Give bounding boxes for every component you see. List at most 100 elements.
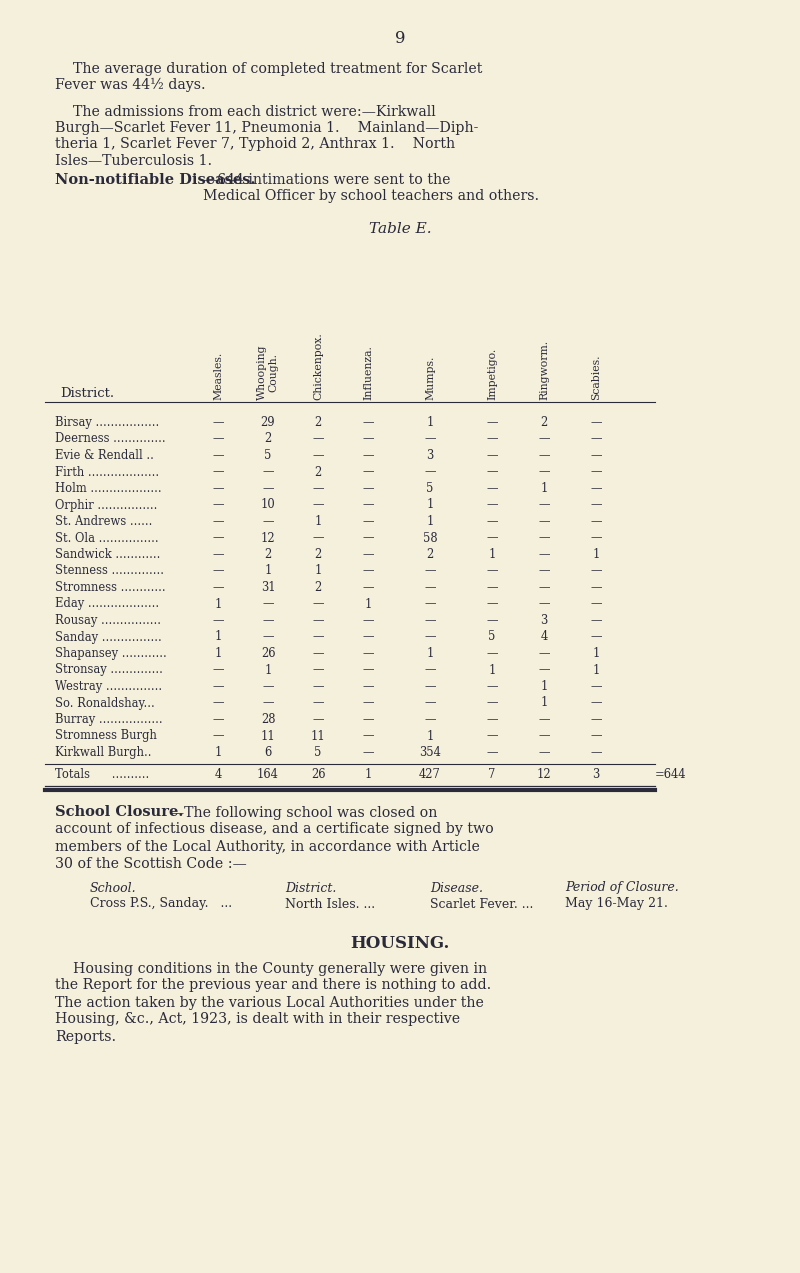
Text: Disease.: Disease. — [430, 881, 483, 895]
Text: —: — — [590, 416, 602, 429]
Text: —: — — [538, 713, 550, 726]
Text: 3: 3 — [540, 614, 548, 628]
Text: —: — — [212, 532, 224, 545]
Text: —: — — [590, 482, 602, 495]
Text: Chickenpox.: Chickenpox. — [313, 332, 323, 400]
Text: —: — — [486, 746, 498, 759]
Text: 10: 10 — [261, 499, 275, 512]
Text: —: — — [538, 663, 550, 676]
Text: —: — — [212, 580, 224, 594]
Text: —: — — [590, 614, 602, 628]
Text: —: — — [312, 532, 324, 545]
Text: 1: 1 — [214, 630, 222, 643]
Text: 3: 3 — [426, 449, 434, 462]
Text: 1: 1 — [488, 663, 496, 676]
Text: —: — — [590, 433, 602, 446]
Text: North Isles. ...: North Isles. ... — [285, 897, 375, 910]
Text: 1: 1 — [426, 729, 434, 742]
Text: —: — — [486, 647, 498, 659]
Text: 1: 1 — [364, 597, 372, 611]
Text: 5: 5 — [488, 630, 496, 643]
Text: 2: 2 — [314, 580, 322, 594]
Text: —: — — [362, 433, 374, 446]
Text: District.: District. — [285, 881, 336, 895]
Text: Ringworm.: Ringworm. — [539, 340, 549, 400]
Text: Birsay .................: Birsay ................. — [55, 416, 159, 429]
Text: 2: 2 — [426, 547, 434, 561]
Text: 354: 354 — [419, 746, 441, 759]
Text: —: — — [590, 746, 602, 759]
Text: members of the Local Authority, in accordance with Article: members of the Local Authority, in accor… — [55, 839, 480, 853]
Text: —The following school was closed on: —The following school was closed on — [170, 806, 438, 820]
Text: 2: 2 — [314, 466, 322, 479]
Text: —: — — [312, 696, 324, 709]
Text: the Report for the previous year and there is nothing to add.: the Report for the previous year and the… — [55, 979, 491, 993]
Text: —: — — [312, 713, 324, 726]
Text: —: — — [486, 532, 498, 545]
Text: Orphir ................: Orphir ................ — [55, 499, 158, 512]
Text: —: — — [212, 729, 224, 742]
Text: —: — — [486, 433, 498, 446]
Text: —: — — [312, 680, 324, 693]
Text: 1: 1 — [540, 680, 548, 693]
Text: Scarlet Fever. ...: Scarlet Fever. ... — [430, 897, 534, 910]
Text: The average duration of completed treatment for Scarlet
Fever was 44½ days.: The average duration of completed treatm… — [55, 62, 482, 93]
Text: Evie & Rendall ..: Evie & Rendall .. — [55, 449, 154, 462]
Text: St. Ola ................: St. Ola ................ — [55, 532, 158, 545]
Text: HOUSING.: HOUSING. — [350, 936, 450, 952]
Text: —: — — [590, 449, 602, 462]
Text: —: — — [538, 597, 550, 611]
Text: 1: 1 — [488, 547, 496, 561]
Text: —: — — [590, 532, 602, 545]
Text: The action taken by the various Local Authorities under the: The action taken by the various Local Au… — [55, 995, 484, 1009]
Text: 2: 2 — [314, 547, 322, 561]
Text: 28: 28 — [261, 713, 275, 726]
Text: —: — — [312, 614, 324, 628]
Text: —: — — [262, 614, 274, 628]
Text: —: — — [538, 466, 550, 479]
Text: —: — — [212, 433, 224, 446]
Text: —: — — [486, 416, 498, 429]
Text: 164: 164 — [257, 769, 279, 782]
Text: —: — — [212, 713, 224, 726]
Text: —: — — [424, 466, 436, 479]
Text: —: — — [362, 696, 374, 709]
Text: —: — — [590, 597, 602, 611]
Text: 1: 1 — [426, 516, 434, 528]
Text: 2: 2 — [540, 416, 548, 429]
Text: —: — — [212, 614, 224, 628]
Text: 5: 5 — [264, 449, 272, 462]
Text: —: — — [362, 516, 374, 528]
Text: 2: 2 — [264, 547, 272, 561]
Text: —: — — [486, 466, 498, 479]
Text: —: — — [362, 482, 374, 495]
Text: —: — — [486, 614, 498, 628]
Text: 12: 12 — [261, 532, 275, 545]
Text: —: — — [362, 647, 374, 659]
Text: —: — — [362, 532, 374, 545]
Text: Whooping
Cough.: Whooping Cough. — [258, 345, 279, 400]
Text: —: — — [590, 499, 602, 512]
Text: Firth ...................: Firth ................... — [55, 466, 159, 479]
Text: —: — — [362, 663, 374, 676]
Text: —: — — [590, 516, 602, 528]
Text: —: — — [590, 580, 602, 594]
Text: —: — — [212, 564, 224, 578]
Text: School Closure.: School Closure. — [55, 806, 183, 820]
Text: —: — — [424, 433, 436, 446]
Text: —: — — [424, 564, 436, 578]
Text: 5: 5 — [426, 482, 434, 495]
Text: 11: 11 — [261, 729, 275, 742]
Text: 1: 1 — [264, 564, 272, 578]
Text: —: — — [538, 729, 550, 742]
Text: Table E.: Table E. — [369, 222, 431, 236]
Text: —: — — [362, 680, 374, 693]
Text: —: — — [362, 729, 374, 742]
Text: 1: 1 — [426, 647, 434, 659]
Text: —: — — [590, 729, 602, 742]
Text: —: — — [538, 516, 550, 528]
Text: Burray .................: Burray ................. — [55, 713, 162, 726]
Text: 2: 2 — [314, 416, 322, 429]
Text: —: — — [486, 729, 498, 742]
Text: =644: =644 — [655, 769, 686, 782]
